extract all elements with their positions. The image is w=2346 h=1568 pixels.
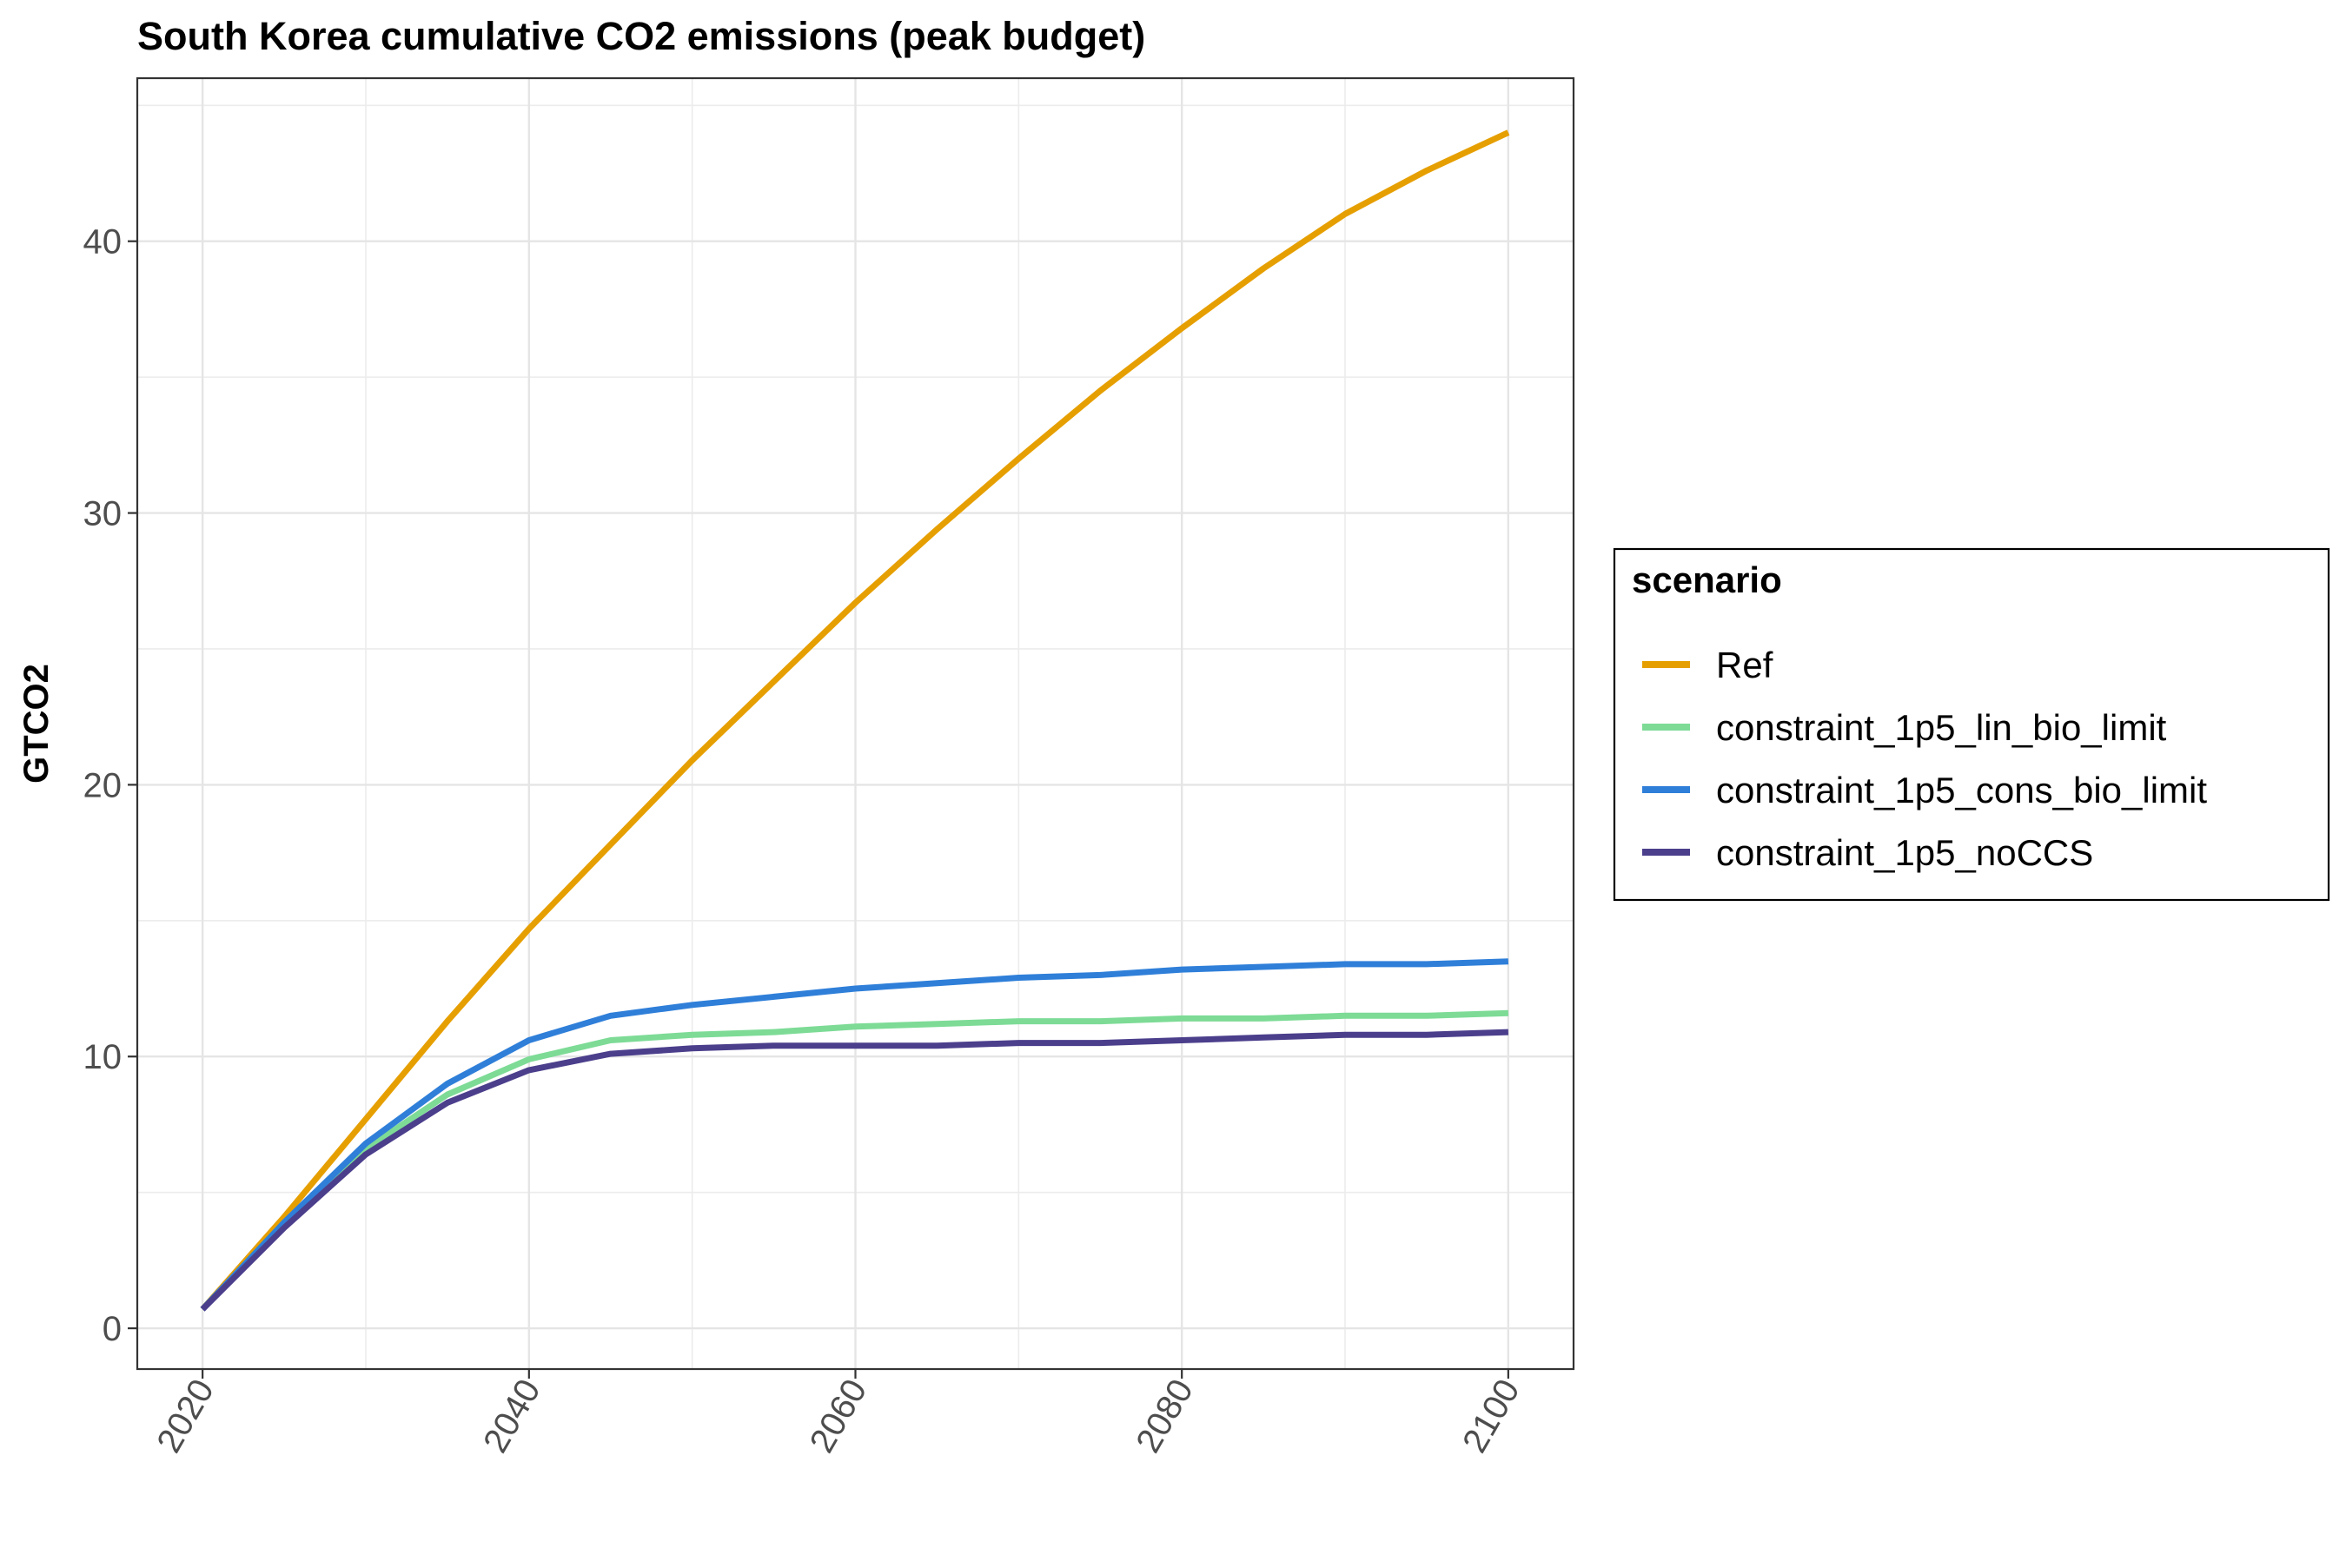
legend-items: Ref constraint_1p5_lin_bio_limit constrain… xyxy=(1642,645,2207,873)
y-axis: 0 10 20 30 40 xyxy=(83,223,137,1348)
y-tick-label: 0 xyxy=(103,1310,122,1348)
series-line-constraint_1p5_noCCS xyxy=(200,1029,1509,1312)
y-axis-title: GTCO2 xyxy=(17,664,56,784)
x-tick-label: 2040 xyxy=(476,1373,548,1459)
series-line-constraint_1p5_lin_bio_limit xyxy=(200,1009,1509,1312)
x-tick-label: 2100 xyxy=(1455,1373,1528,1459)
chart-title: South Korea cumulative CO2 emissions (pe… xyxy=(137,14,1145,58)
y-tick-label: 20 xyxy=(83,766,123,804)
legend-label: Ref xyxy=(1716,645,1773,685)
x-axis: 2020 2040 2060 2080 2100 xyxy=(149,1369,1528,1459)
legend: scenario Ref constraint_1p5_lin_bio_limit… xyxy=(1613,547,2330,902)
legend-label: constraint_1p5_lin_bio_limit xyxy=(1716,707,2167,748)
series-line-Ref xyxy=(200,129,1510,1312)
legend-label: constraint_1p5_noCCS xyxy=(1716,832,2093,873)
y-tick-label: 30 xyxy=(83,495,123,533)
series-lines xyxy=(200,129,1510,1312)
x-tick-label: 2060 xyxy=(803,1373,875,1459)
legend-title: scenario xyxy=(1632,559,1782,600)
legend-label: constraint_1p5_cons_bio_limit xyxy=(1716,770,2207,810)
x-tick-label: 2020 xyxy=(149,1373,222,1459)
y-tick-label: 10 xyxy=(83,1038,123,1076)
x-tick-label: 2080 xyxy=(1129,1373,1201,1459)
legend-box xyxy=(1613,547,2330,902)
y-tick-label: 40 xyxy=(83,223,123,261)
series-line-constraint_1p5_cons_bio_limit xyxy=(200,958,1509,1312)
major-gridlines xyxy=(137,78,1574,1369)
